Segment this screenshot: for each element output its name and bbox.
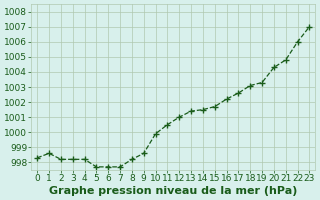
- X-axis label: Graphe pression niveau de la mer (hPa): Graphe pression niveau de la mer (hPa): [49, 186, 298, 196]
